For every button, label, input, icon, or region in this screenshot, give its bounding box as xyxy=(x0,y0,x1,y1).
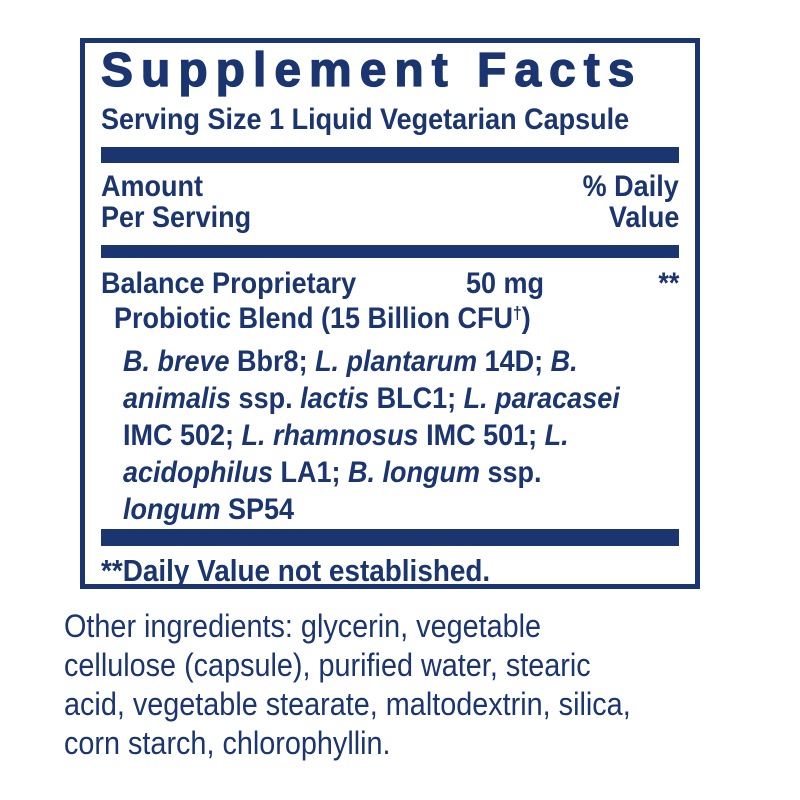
divider-bar-top xyxy=(101,147,679,163)
amount-header-line2: Per Serving xyxy=(101,201,252,234)
panel-title: Supplement Facts xyxy=(100,44,643,97)
strain-line: acidophilus LA1; B. longum ssp. xyxy=(123,456,542,489)
daily-value-header: % Daily Value xyxy=(572,171,679,233)
blend-name: Balance Proprietary xyxy=(101,267,357,300)
serving-size-value: Serving Size 1 Liquid Vegetarian Capsule xyxy=(101,103,630,136)
strain-line: longum SP54 xyxy=(123,493,295,526)
strain-list: B. breve Bbr8; L. plantarum 14D; B. anim… xyxy=(123,343,679,528)
divider-bar-header xyxy=(101,245,679,258)
daily-value-header-line2: Value xyxy=(608,201,679,234)
strain-line: B. breve Bbr8; L. plantarum 14D; B. xyxy=(123,345,578,378)
other-ingredients-paragraph: Other ingredients: glycerin, vegetable c… xyxy=(64,607,694,763)
strain-line: IMC 502; L. rhamnosus IMC 501; L. xyxy=(123,419,569,452)
ingredient-line: acid, vegetable stearate, maltodextrin, … xyxy=(64,686,631,722)
ingredient-line: Other ingredients: glycerin, vegetable xyxy=(64,608,542,644)
serving-size-text: Serving Size 1 Liquid Vegetarian Capsule xyxy=(101,103,679,137)
ingredient-line: cellulose (capsule), purified water, ste… xyxy=(64,647,591,683)
blend-row: Balance Proprietary 50 mg ** xyxy=(101,269,679,299)
column-header-row: Amount Per Serving % Daily Value xyxy=(101,171,679,233)
divider-bar-footnote xyxy=(101,529,679,546)
blend-daily-value: ** xyxy=(657,267,679,300)
strain-line: animalis ssp. lactis BLC1; L. paracasei xyxy=(123,382,620,415)
blend-amount: 50 mg xyxy=(466,267,545,300)
amount-per-serving-header: Amount Per Serving xyxy=(101,171,268,233)
footnote-text: **Daily Value not established. xyxy=(101,553,491,588)
supplement-facts-panel: Supplement Facts Serving Size 1 Liquid V… xyxy=(80,38,700,589)
ingredient-line: corn starch, chlorophyllin. xyxy=(64,725,391,761)
blend-name-line2: Probiotic Blend (15 Billion CFU†) xyxy=(114,302,531,335)
amount-header-line1: Amount xyxy=(101,170,203,203)
daily-value-header-line1: % Daily xyxy=(582,170,679,203)
